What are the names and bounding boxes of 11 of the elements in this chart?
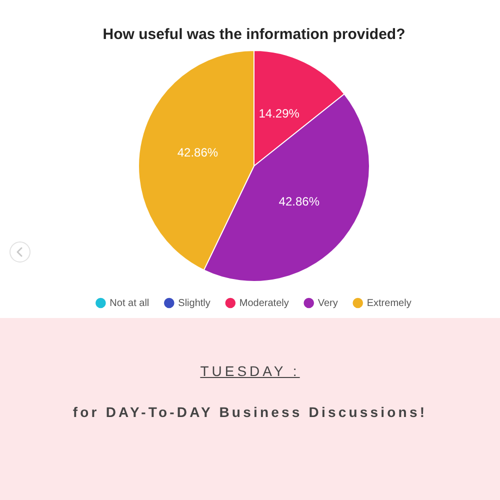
data-label: 42.86% [177, 145, 218, 160]
legend-label: Moderately [239, 298, 289, 309]
legend-label: Very [318, 298, 338, 309]
legend-label: Not at all [110, 298, 150, 309]
text: TUESDAY : [200, 363, 300, 379]
text: for DAY-To-DAY Business Discussions! [72, 404, 428, 420]
data-label: 14.29% [258, 106, 300, 120]
data-label: 42.86% [278, 194, 320, 208]
chart-title: How useful was the information provided? [102, 26, 406, 44]
legend-label: Extremely [366, 298, 412, 309]
legend-label: Slightly [178, 298, 210, 309]
